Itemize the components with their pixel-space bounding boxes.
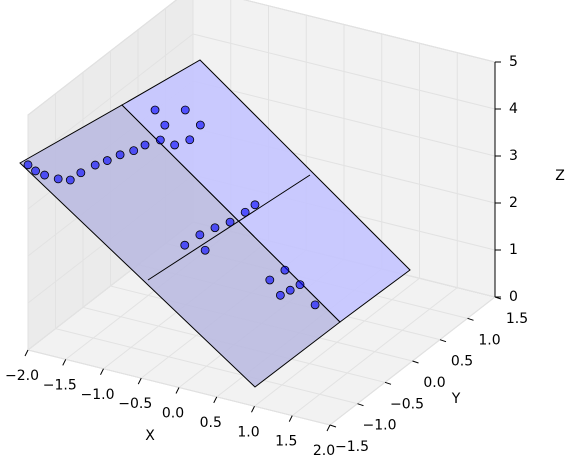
y-tick-label: 1.5 (506, 311, 528, 327)
point (90, 160, 100, 170)
point (180, 240, 190, 250)
y-tick (329, 424, 337, 428)
point (200, 245, 210, 255)
point (265, 275, 275, 285)
point (195, 120, 205, 130)
point (129, 146, 139, 156)
point (31, 166, 40, 176)
x-axis-label: X (145, 428, 155, 444)
x-tick-label: −2.0 (5, 368, 39, 384)
x-tick-label: 1.5 (275, 434, 297, 450)
x-tick-label: −1.0 (81, 387, 115, 403)
z-tick-label: 0 (509, 289, 518, 305)
y-tick (412, 360, 419, 364)
plane-divider (147, 174, 311, 281)
grid-line (27, 33, 194, 163)
x-tick (251, 406, 255, 413)
x-tick (175, 387, 180, 394)
point (250, 200, 260, 210)
grid-line (243, 0, 496, 63)
x-tick-label: 1.0 (237, 424, 259, 440)
z-tick-label: 3 (509, 148, 518, 164)
x-tick (62, 359, 67, 366)
x-tick-label: −1.5 (43, 377, 77, 393)
grid-line (192, 80, 496, 157)
y-tick-label: 1.0 (478, 332, 500, 348)
x-tick (326, 424, 331, 432)
z-tick-label: 5 (509, 54, 518, 70)
point (115, 150, 125, 160)
point (280, 265, 290, 275)
point (240, 207, 250, 217)
y-axis-label: Y (451, 391, 461, 407)
point (53, 174, 63, 184)
y-tick (357, 403, 364, 407)
point (195, 230, 205, 240)
y-tick-label: −1.0 (363, 418, 397, 434)
y-tick-label: 0.5 (451, 354, 473, 370)
point (310, 300, 320, 310)
grid-line (192, 33, 496, 110)
plane-light (121, 59, 411, 323)
x-tick (213, 396, 218, 404)
x-tick (137, 377, 142, 385)
point (150, 105, 160, 115)
y-tick (467, 317, 474, 321)
grid-line (55, 328, 358, 405)
point (76, 168, 86, 178)
point (23, 160, 33, 170)
y-tick (439, 339, 447, 343)
point (102, 156, 112, 165)
point (155, 135, 165, 145)
y-tick-label: 0.0 (423, 375, 445, 391)
point (40, 170, 50, 180)
point (65, 175, 75, 185)
z-tick-label: 4 (509, 101, 518, 117)
y-tick-label: −0.5 (390, 396, 424, 412)
z-axis-label: Z (555, 168, 565, 184)
y-tick-label: −1.5 (335, 439, 369, 455)
x-tick (288, 415, 293, 422)
point (295, 280, 305, 290)
grid-line (27, 0, 178, 116)
x-tick-label: 0.5 (200, 415, 222, 431)
x-tick-label: 2.0 (313, 443, 335, 459)
point (225, 217, 235, 227)
point (185, 135, 195, 145)
point (170, 140, 180, 150)
point (180, 105, 190, 115)
points (23, 105, 320, 310)
planes (19, 59, 411, 388)
x-tick (24, 349, 29, 357)
x-tick-label: 0.0 (162, 406, 184, 422)
x-tick (100, 368, 104, 375)
point (285, 285, 295, 295)
z-tick-label: 2 (509, 195, 518, 211)
x-tick-label: −0.5 (118, 396, 152, 412)
point (140, 140, 150, 150)
z-tick-label: 1 (509, 242, 518, 258)
y-tick (384, 381, 392, 385)
point (210, 223, 220, 233)
point (275, 290, 285, 300)
point (160, 120, 170, 130)
